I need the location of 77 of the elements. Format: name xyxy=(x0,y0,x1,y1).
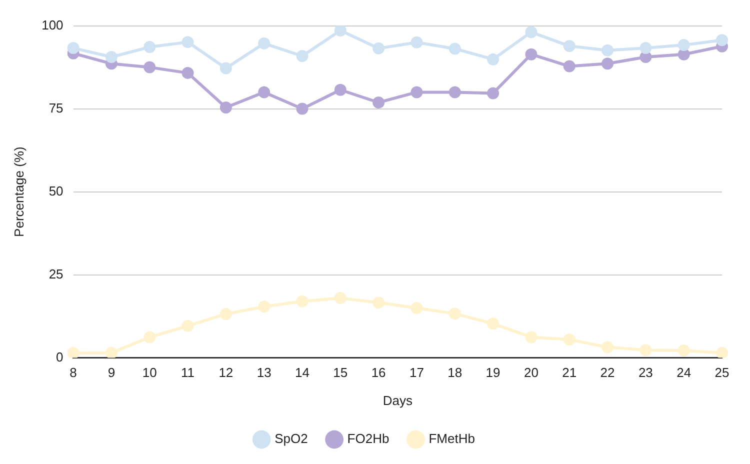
point xyxy=(144,41,156,54)
point xyxy=(487,318,500,330)
point xyxy=(602,44,614,56)
x-tick-label: 18 xyxy=(448,365,462,380)
x-tick-label: 24 xyxy=(676,365,692,380)
x-tick-label: 12 xyxy=(218,365,234,380)
x-tick-label: 13 xyxy=(256,365,272,380)
point xyxy=(67,42,80,54)
legend-label: FO2Hb xyxy=(347,431,390,446)
point xyxy=(372,96,385,108)
point xyxy=(372,42,385,54)
point xyxy=(525,48,538,60)
point xyxy=(716,346,728,358)
x-tick-label: 14 xyxy=(295,365,310,380)
x-tick-label: 21 xyxy=(562,365,577,380)
point xyxy=(487,87,500,100)
point xyxy=(220,101,232,114)
point xyxy=(563,334,576,346)
point xyxy=(410,302,423,314)
x-tick-label: 22 xyxy=(600,365,615,380)
legend-label: SpO2 xyxy=(274,431,308,446)
point xyxy=(296,50,308,62)
point xyxy=(105,51,118,64)
point xyxy=(448,86,461,98)
point xyxy=(678,344,690,356)
point xyxy=(487,53,500,66)
y-tick-label: 75 xyxy=(48,100,64,116)
y-tick-label: 100 xyxy=(42,17,64,32)
point xyxy=(334,292,346,304)
point xyxy=(563,40,576,52)
point xyxy=(640,42,652,54)
x-tick-label: 17 xyxy=(409,365,424,380)
point xyxy=(258,37,270,50)
x-tick-label: 25 xyxy=(714,365,730,380)
point xyxy=(144,61,156,74)
point xyxy=(602,341,614,354)
y-tick-label: 25 xyxy=(48,266,64,282)
point xyxy=(182,36,194,48)
point xyxy=(144,331,156,344)
x-tick-label: 8 xyxy=(70,365,77,380)
point xyxy=(258,86,270,98)
y-tick-label: 0 xyxy=(56,349,64,364)
x-tick-label: 19 xyxy=(486,365,500,380)
point xyxy=(220,62,232,74)
point xyxy=(182,66,194,79)
point xyxy=(525,331,538,344)
point xyxy=(410,36,423,48)
point xyxy=(220,308,232,320)
legend-label: FMetHb xyxy=(428,431,475,446)
x-tick-label: 23 xyxy=(638,365,653,380)
point xyxy=(602,58,614,70)
point xyxy=(334,26,346,36)
point xyxy=(296,295,308,308)
x-tick-label: 10 xyxy=(142,365,157,380)
y-tick-label: 50 xyxy=(48,183,64,198)
x-tick-label: 11 xyxy=(181,365,195,380)
x-tick-label: 16 xyxy=(371,365,386,380)
point xyxy=(296,102,308,115)
point xyxy=(525,26,538,38)
point xyxy=(334,84,346,96)
point xyxy=(448,42,461,55)
point xyxy=(258,300,270,313)
x-tick-label: 15 xyxy=(333,365,348,380)
point xyxy=(182,320,194,332)
point xyxy=(563,60,576,72)
point xyxy=(716,34,728,46)
x-axis-title: Days xyxy=(382,392,413,408)
point xyxy=(678,39,690,52)
y-axis-title: Percentage (%) xyxy=(11,146,26,237)
point xyxy=(410,86,423,98)
x-tick-label: 9 xyxy=(108,365,116,380)
point xyxy=(640,344,652,356)
point xyxy=(448,308,461,320)
point xyxy=(105,346,118,358)
x-tick-label: 20 xyxy=(524,365,538,380)
point xyxy=(67,347,80,358)
point xyxy=(372,296,385,309)
